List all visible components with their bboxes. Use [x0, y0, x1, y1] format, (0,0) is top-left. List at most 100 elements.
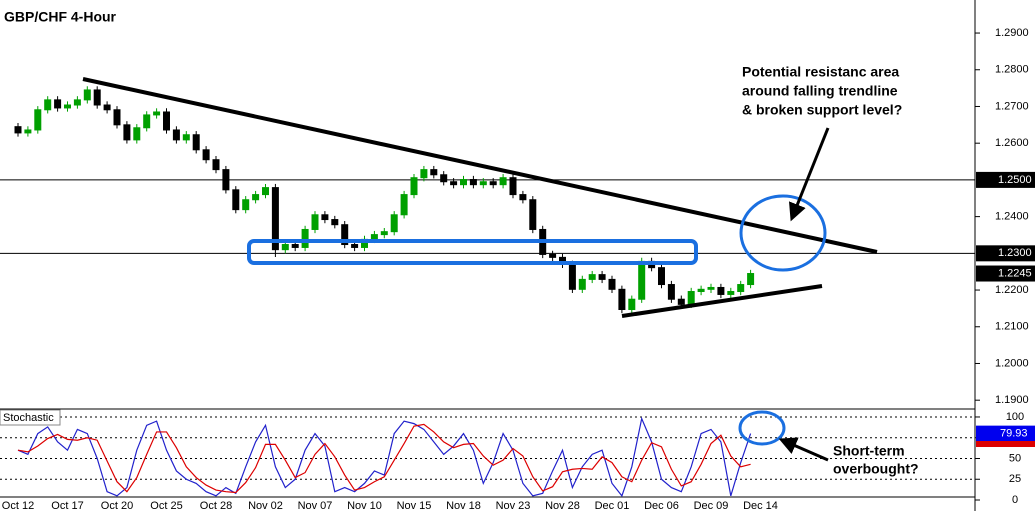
x-tick-label: Nov 07 — [298, 500, 333, 511]
candle-body — [628, 298, 636, 311]
price-label: 1.2245 — [998, 267, 1032, 279]
candle-body — [529, 199, 537, 230]
level-label: 1.2500 — [998, 174, 1032, 186]
candle-body — [578, 278, 586, 290]
candle-body — [677, 298, 685, 305]
x-tick-label: Oct 17 — [51, 500, 83, 511]
d-line-tag — [976, 441, 1035, 447]
candle-body — [390, 214, 398, 233]
candle-body — [519, 194, 527, 201]
value-tag — [976, 425, 1035, 442]
candle-body — [113, 109, 121, 126]
candle-body — [667, 284, 675, 300]
candle-body — [321, 214, 329, 221]
y-tick-label: 1.1900 — [995, 394, 1029, 406]
candle-body — [14, 126, 22, 134]
candle-body — [687, 291, 695, 305]
candle-body — [479, 181, 487, 186]
candle-body — [380, 231, 388, 236]
candle-body — [212, 159, 220, 171]
candle-body — [608, 278, 616, 290]
candle-body — [400, 194, 408, 216]
candle-body — [123, 124, 131, 141]
y-tick-label: 1.2600 — [995, 137, 1029, 149]
candle-body — [697, 288, 705, 293]
stoch-line — [17, 416, 752, 498]
candle-body — [163, 111, 170, 131]
x-tick-label: Oct 12 — [2, 500, 34, 511]
candle-body — [133, 127, 141, 141]
candle-body — [370, 234, 378, 240]
candle-body — [291, 244, 299, 248]
x-tick-label: Oct 28 — [200, 500, 232, 511]
candle-body — [34, 109, 42, 131]
level-tag — [976, 171, 1035, 188]
candle-body — [420, 169, 428, 179]
y-tick-label: 1.2900 — [995, 27, 1029, 39]
candle-body — [222, 169, 230, 191]
candle-body — [103, 104, 111, 111]
y-tick-label: 1.2700 — [995, 100, 1029, 112]
candle-body — [469, 179, 477, 186]
x-tick-label: Oct 20 — [101, 500, 133, 511]
candle-body — [153, 111, 161, 116]
candle-body — [658, 267, 665, 286]
x-tick-label: Dec 14 — [743, 500, 778, 511]
overbought-circle — [738, 410, 786, 446]
candle-body — [271, 187, 279, 251]
annotation: Short-term — [833, 443, 905, 459]
candle-body — [192, 134, 200, 151]
candle-body — [182, 134, 190, 141]
candle-body — [509, 177, 517, 196]
candle-body — [549, 253, 557, 258]
candle-body — [638, 260, 646, 300]
support-zone — [247, 239, 698, 265]
annotation: overbought? — [833, 461, 919, 477]
candle-body — [341, 224, 349, 246]
panel-title: Stochastic — [3, 412, 54, 424]
value-label: 79.93 — [1000, 428, 1028, 440]
x-tick-label: Nov 23 — [496, 500, 531, 511]
candle-body — [311, 214, 319, 230]
resistance-circle — [739, 194, 827, 272]
annotation: Potential resistanc area — [742, 64, 899, 80]
support-trendline — [621, 284, 823, 318]
candle-body — [331, 219, 339, 226]
falling-trendline — [82, 77, 878, 254]
y-tick-label: 50 — [1009, 452, 1021, 464]
candle-body — [232, 189, 240, 211]
annotation: around falling trendline — [742, 83, 898, 99]
panel-label-box — [0, 409, 61, 426]
candle-body — [727, 291, 735, 295]
candle-body — [440, 174, 448, 183]
x-tick-label: Oct 25 — [150, 500, 182, 511]
candle-body — [73, 99, 81, 106]
candle-body — [747, 273, 755, 286]
candle-body — [717, 286, 725, 295]
y-tick-label: 1.2100 — [995, 321, 1029, 333]
candle-body — [499, 177, 507, 186]
y-tick-label: 1.2400 — [995, 211, 1029, 223]
annotation: & broken support level? — [742, 102, 902, 118]
candle-body — [410, 177, 418, 196]
candle-body — [618, 288, 626, 311]
candle-body — [242, 199, 250, 211]
candle-body — [450, 181, 458, 186]
candle-body — [430, 169, 438, 176]
candle-body — [44, 99, 52, 111]
candle-body — [143, 114, 151, 129]
x-tick-label: Nov 02 — [248, 500, 283, 511]
x-tick-label: Nov 15 — [397, 500, 432, 511]
y-tick-label: 0 — [1012, 494, 1018, 506]
candle-body — [460, 179, 467, 186]
candle-body — [568, 263, 576, 290]
stoch-line — [17, 423, 751, 494]
price-tag — [976, 265, 1035, 282]
candle-body — [281, 244, 289, 251]
candle-body — [707, 286, 715, 290]
candle-body — [54, 99, 62, 109]
y-tick-label: 100 — [1006, 411, 1024, 423]
